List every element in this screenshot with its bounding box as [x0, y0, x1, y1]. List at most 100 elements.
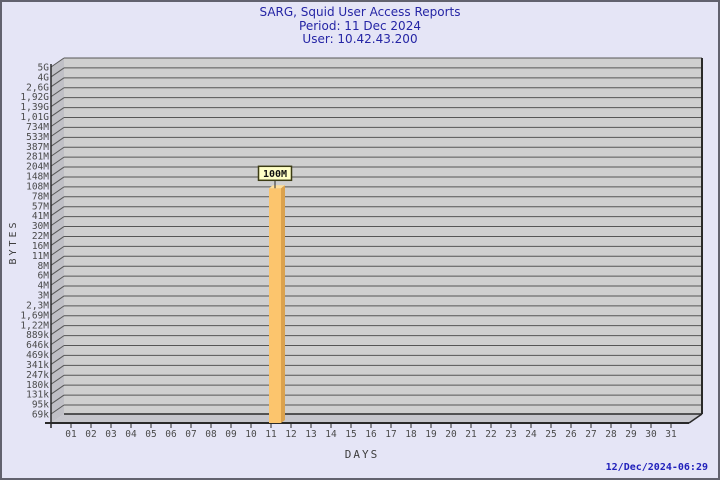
y-tick-label: 57M [32, 201, 49, 212]
y-tick-mark [50, 126, 65, 137]
x-tick-label: 11 [265, 429, 277, 440]
y-tick-mark [50, 57, 65, 68]
x-tick-label: 12 [285, 429, 296, 440]
y-tick-mark [50, 345, 65, 355]
y-tick-mark [50, 236, 65, 246]
y-tick-mark [50, 305, 65, 316]
x-tick-label: 18 [405, 429, 417, 440]
y-tick-mark [50, 384, 65, 395]
x-tick-label: 16 [365, 429, 377, 440]
x-tick-label: 10 [245, 429, 257, 440]
y-tick-mark [50, 325, 65, 336]
y-tick-label: 2,6G [26, 82, 49, 93]
bar-day-11 [269, 188, 281, 423]
y-tick-mark [50, 156, 65, 167]
x-tick-label: 14 [325, 429, 337, 440]
y-tick-label: 247k [26, 370, 49, 381]
y-tick-label: 1,01G [20, 112, 49, 123]
y-tick-label: 1,22M [20, 320, 49, 331]
y-tick-label: 1,69M [20, 310, 49, 321]
chart-user: User: 10.42.43.200 [302, 32, 418, 46]
chart-floor [51, 414, 702, 423]
y-tick-mark [50, 136, 65, 147]
y-tick-label: 41M [32, 211, 49, 222]
y-tick-mark [50, 166, 65, 177]
x-tick-label: 20 [445, 429, 457, 440]
x-tick-label: 06 [165, 429, 177, 440]
x-tick-label: 19 [425, 429, 437, 440]
x-tick-label: 22 [485, 429, 496, 440]
x-tick-label: 21 [465, 429, 477, 440]
x-tick-label: 13 [305, 429, 316, 440]
y-tick-label: 341k [26, 360, 49, 371]
y-tick-label: 281M [26, 152, 49, 163]
y-tick-mark [50, 275, 65, 286]
y-tick-label: 2,3M [26, 300, 49, 311]
y-tick-label: 95k [32, 400, 49, 411]
y-tick-label: 204M [26, 162, 49, 173]
x-tick-label: 03 [105, 429, 116, 440]
y-tick-mark [50, 394, 65, 405]
x-tick-label: 08 [205, 429, 217, 440]
y-tick-label: 180k [26, 380, 49, 391]
y-tick-mark [50, 176, 65, 187]
y-tick-label: 108M [26, 181, 49, 192]
y-tick-mark [50, 226, 65, 236]
bar-side-face [281, 185, 285, 423]
y-tick-mark [50, 245, 65, 256]
x-tick-label: 09 [225, 429, 237, 440]
y-tick-mark [50, 355, 65, 365]
y-tick-label: 3M [38, 291, 50, 302]
y-tick-label: 11M [32, 251, 49, 262]
bar-value-label: 100M [263, 169, 287, 180]
y-tick-mark [50, 77, 65, 88]
x-tick-label: 30 [645, 429, 657, 440]
x-tick-label: 23 [505, 429, 516, 440]
x-tick-label: 02 [85, 429, 96, 440]
y-tick-mark [50, 364, 65, 375]
y-tick-mark [50, 186, 65, 197]
y-tick-mark [50, 107, 65, 117]
x-tick-label: 28 [605, 429, 617, 440]
y-tick-label: 4G [38, 72, 50, 83]
y-tick-mark [50, 206, 65, 217]
y-tick-label: 533M [26, 132, 49, 143]
y-tick-mark [50, 315, 65, 326]
y-tick-label: 22M [32, 231, 49, 242]
y-tick-label: 131k [26, 390, 49, 401]
chart-period: Period: 11 Dec 2024 [299, 18, 421, 33]
generation-timestamp: 12/Dec/2024-06:29 [605, 462, 708, 473]
y-tick-label: 387M [26, 142, 49, 153]
y-tick-label: 734M [26, 122, 49, 133]
y-tick-mark [50, 196, 65, 207]
x-tick-label: 17 [385, 429, 396, 440]
y-tick-label: 5G [38, 63, 50, 74]
y-tick-label: 889k [26, 330, 49, 341]
bar-value-label-box [257, 165, 293, 182]
y-tick-label: 148M [26, 172, 49, 183]
y-tick-label: 16M [32, 241, 49, 252]
floor-right-edge [688, 413, 703, 424]
y-tick-label: 8M [38, 261, 50, 272]
y-tick-mark [50, 216, 65, 227]
x-tick-label: 31 [665, 429, 677, 440]
y-tick-mark [50, 87, 65, 98]
x-tick-label: 25 [545, 429, 556, 440]
y-tick-mark [50, 404, 65, 415]
y-tick-mark [50, 374, 65, 385]
y-tick-label: 69k [32, 410, 49, 421]
y-tick-label: 30M [32, 221, 49, 232]
y-tick-mark [50, 97, 65, 108]
x-tick-label: 29 [625, 429, 637, 440]
y-tick-label: 4M [38, 281, 50, 292]
x-tick-label: 05 [145, 429, 156, 440]
y-tick-label: 1,92G [20, 92, 49, 103]
y-tick-label: 1,39G [20, 102, 49, 113]
x-tick-label: 27 [585, 429, 596, 440]
y-axis-title: BYTES [8, 219, 19, 264]
x-tick-label: 04 [125, 429, 137, 440]
y-tick-label: 6M [38, 271, 50, 282]
x-tick-label: 26 [565, 429, 577, 440]
